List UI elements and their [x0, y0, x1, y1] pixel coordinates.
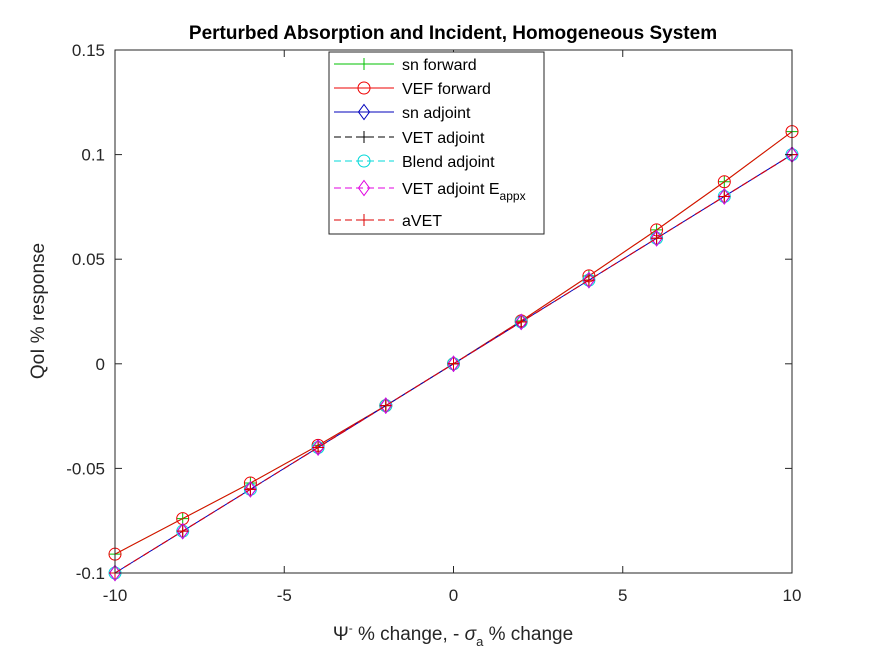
x-tick-label: 10: [783, 586, 802, 605]
data-point: [650, 232, 663, 245]
data-point: [447, 357, 460, 370]
x-tick-label: -10: [103, 586, 128, 605]
data-point: [176, 525, 189, 538]
data-point: [718, 190, 731, 203]
legend-label: VET adjoint Eappx: [402, 181, 526, 203]
data-point: [244, 480, 257, 498]
legend-marker: [358, 58, 370, 70]
chart-title: Perturbed Absorption and Incident, Homog…: [189, 23, 717, 44]
legend-entry-4: Blend adjoint: [334, 154, 495, 171]
legend-label: Blend adjoint: [402, 154, 495, 171]
data-point: [176, 512, 190, 526]
y-tick-label: 0.1: [81, 146, 105, 165]
legend-entry-6: aVET: [334, 213, 442, 230]
y-tick-label: 0.15: [72, 41, 105, 60]
y-tick-label: 0.05: [72, 250, 105, 269]
data-point: [244, 483, 257, 496]
y-tick-label: -0.1: [76, 564, 105, 583]
legend: sn forward VEF forward sn adjoint VET adjoi…: [328, 51, 545, 235]
legend-entry-3: VET adjoint: [334, 130, 485, 147]
x-tick-label: 0: [449, 586, 458, 605]
y-tick-label: 0: [96, 355, 105, 374]
series-layer: [108, 125, 799, 582]
data-point: [176, 522, 189, 540]
legend-label: sn forward: [402, 57, 477, 74]
legend-entry-2: sn adjoint: [334, 103, 471, 122]
legend-label: VEF forward: [402, 81, 491, 98]
legend-marker: [357, 154, 371, 168]
legend-marker: [357, 179, 371, 197]
data-point: [515, 315, 528, 328]
legend-label: aVET: [402, 213, 442, 230]
y-axis-ticks: -0.1 -0.05 0 0.05 0.1 0.15: [66, 41, 792, 583]
y-axis-label: QoI % response: [28, 243, 49, 379]
legend-marker: [357, 103, 371, 121]
legend-label: VET adjoint: [402, 130, 485, 147]
data-point: [379, 399, 392, 412]
x-tick-label: -5: [277, 586, 292, 605]
legend-marker: [357, 81, 371, 95]
data-point: [312, 441, 325, 454]
data-point: [582, 274, 595, 287]
y-tick-label: -0.05: [66, 459, 105, 478]
series-6: [109, 148, 798, 579]
x-tick-label: 5: [618, 586, 627, 605]
legend-label: sn adjoint: [402, 105, 471, 122]
legend-entry-5: VET adjoint Eappx: [334, 179, 526, 203]
data-point: [515, 313, 528, 331]
legend-entry-1: VEF forward: [334, 81, 491, 98]
data-point: [717, 175, 731, 189]
legend-marker: [358, 131, 370, 143]
legend-entry-0: sn forward: [334, 57, 477, 74]
x-axis-label: Ψ- % change, - σa % change: [333, 621, 573, 649]
legend-marker: [358, 214, 370, 226]
